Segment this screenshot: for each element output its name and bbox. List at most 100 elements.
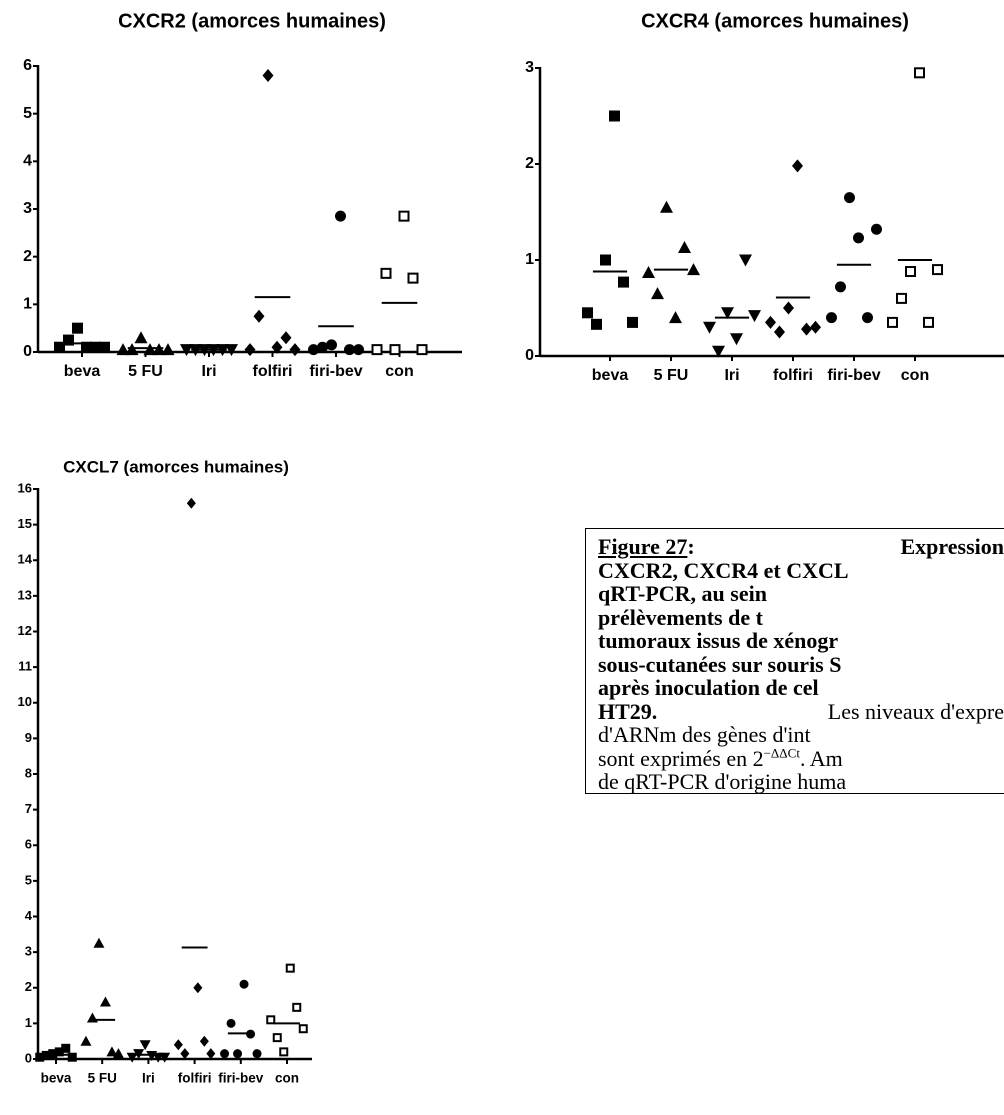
y-tick-label: 1	[525, 251, 534, 268]
caption-text: sont exprimés en 2	[598, 745, 764, 771]
x-tick-label: 5 FU	[88, 1071, 117, 1086]
point	[835, 281, 846, 293]
caption-line: qRT-PCR, au sein	[598, 582, 1004, 606]
point	[67, 1052, 77, 1062]
point	[600, 254, 611, 266]
point	[80, 1035, 92, 1046]
point	[280, 331, 292, 345]
point	[792, 159, 803, 173]
caption-word-group: prélèvements de t	[598, 605, 763, 630]
point	[389, 344, 401, 356]
point	[93, 937, 105, 948]
point	[871, 223, 882, 235]
point	[106, 1046, 118, 1057]
caption-word-group: sous-cutanées sur souris S	[598, 651, 842, 677]
caption-text: . Am	[799, 745, 843, 771]
point	[180, 1048, 190, 1060]
y-tick-label: 2	[525, 155, 534, 172]
point	[61, 1043, 71, 1053]
caption-word-group: d'ARNm des gènes d'int	[598, 723, 811, 747]
caption-word-group: sont exprimés en 2−ΔΔCt. Am	[598, 745, 843, 771]
x-tick-label: beva	[64, 363, 101, 380]
chart-title: CXCL7 (amorces humaines)	[63, 457, 289, 476]
point	[326, 339, 337, 351]
point	[63, 334, 74, 346]
y-tick-label: 16	[18, 480, 32, 495]
point	[317, 341, 328, 353]
point	[810, 320, 821, 334]
caption-text: CXCR2, CXCR4 et CXCL	[598, 557, 849, 583]
point	[271, 340, 283, 354]
caption-text: :	[687, 534, 695, 559]
point	[173, 1039, 183, 1051]
y-tick-label: 14	[18, 552, 33, 567]
point	[252, 1049, 262, 1059]
caption-line: après inoculation de cel	[598, 676, 1004, 700]
point	[308, 344, 319, 356]
x-tick-label: beva	[41, 1071, 72, 1086]
point	[765, 315, 776, 329]
caption-text: Les niveaux d'expre	[827, 698, 1004, 724]
point	[932, 264, 943, 276]
x-tick-label: 5 FU	[654, 367, 689, 384]
point	[380, 267, 392, 279]
point	[180, 344, 193, 357]
x-tick-label: con	[901, 367, 929, 384]
caption-text: sous-cutanées sur souris S	[598, 651, 842, 677]
y-tick-label: 4	[23, 153, 32, 170]
point	[112, 1048, 124, 1059]
point	[99, 996, 111, 1007]
point	[48, 1049, 58, 1059]
x-tick-label: firi-bev	[827, 367, 880, 384]
x-tick-label: firi-bev	[309, 363, 362, 380]
y-tick-label: 9	[25, 730, 32, 745]
y-tick-label: 3	[525, 59, 534, 76]
caption-line: HT29. Les niveaux d'expre	[598, 698, 1004, 724]
caption-text: d'ARNm des gènes d'int	[598, 722, 811, 747]
point	[99, 341, 110, 353]
y-tick-label: 5	[25, 872, 32, 887]
point	[54, 341, 65, 353]
caption-word-group: tumoraux issus de xénogr	[598, 629, 838, 653]
x-tick-label: beva	[592, 367, 629, 384]
point	[712, 345, 725, 358]
caption-text: Expression	[900, 534, 1004, 559]
x-tick-label: con	[275, 1071, 299, 1086]
point	[914, 67, 925, 79]
y-tick-label: 2	[23, 248, 32, 265]
point	[233, 1049, 243, 1059]
point	[774, 325, 785, 339]
x-tick-label: folfiri	[253, 363, 293, 380]
caption-word-group: Les niveaux d'expre	[827, 698, 1004, 724]
chart-title: CXCR4 (amorces humaines)	[641, 10, 909, 32]
x-tick-label: Iri	[201, 363, 216, 380]
x-tick-label: folfiri	[773, 367, 813, 384]
y-tick-label: 6	[25, 837, 32, 852]
x-tick-label: folfiri	[178, 1071, 212, 1086]
y-tick-label: 15	[18, 516, 32, 531]
point	[398, 210, 410, 222]
point	[126, 1052, 138, 1063]
caption-word-group: de qRT-PCR d'origine huma	[598, 770, 846, 794]
y-tick-label: 3	[23, 200, 32, 217]
point	[279, 1047, 289, 1057]
y-tick-label: 10	[18, 694, 32, 709]
point	[353, 344, 364, 356]
y-tick-label: 4	[25, 908, 33, 923]
y-tick-label: 1	[25, 1015, 32, 1030]
y-tick-label: 5	[23, 105, 32, 122]
point	[853, 232, 864, 244]
caption-line: CXCR2, CXCR4 et CXCL	[598, 557, 1004, 583]
point	[335, 210, 346, 222]
point	[298, 1024, 308, 1034]
point	[660, 200, 673, 213]
point	[678, 241, 691, 254]
point	[801, 322, 812, 336]
point	[54, 1047, 64, 1057]
point	[748, 310, 761, 323]
point	[783, 301, 794, 315]
point	[618, 276, 629, 288]
point	[186, 497, 196, 509]
y-tick-label: 13	[18, 587, 32, 602]
point	[905, 266, 916, 278]
